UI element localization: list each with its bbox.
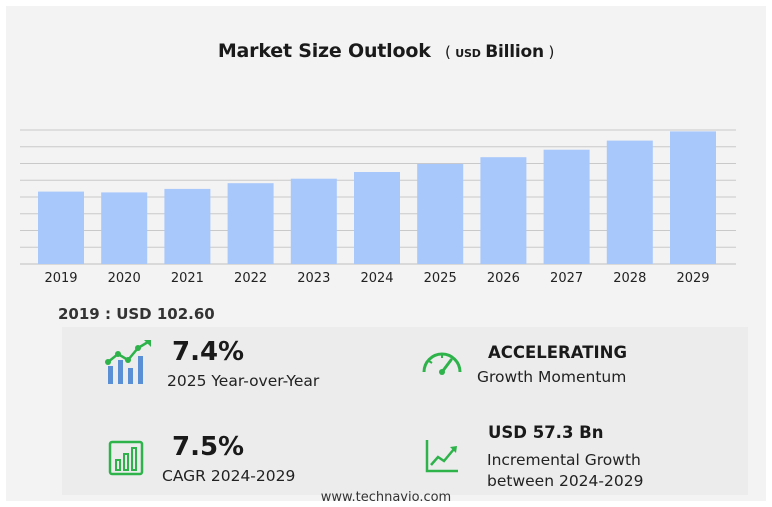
title-unit: ( USD Billion ) [445,42,555,62]
bar-2022 [227,183,274,264]
unit-scale: Billion [485,42,544,62]
bar-2027 [543,149,590,264]
trend-line-icon [425,440,458,473]
speedometer-icon [422,352,462,375]
yoy-value: 7.4% [172,337,245,367]
bar-2023 [290,178,337,264]
incremental-label: Incremental Growth between 2024-2029 [487,450,643,492]
x-tick-label: 2026 [487,271,520,286]
bar-2024 [354,172,400,264]
x-tick-label: 2027 [550,271,583,286]
x-tick-label: 2020 [108,271,141,286]
bar-2021 [164,188,211,264]
x-tick-label: 2024 [360,271,393,286]
bar-chart: 2019 2020 2021 2022 2023 2024 2025 2026 2027 2028… [20,129,736,286]
footer-url: www.technavio.com [320,490,452,505]
x-tick-label: 2023 [297,271,330,286]
kpi-panel [62,327,748,495]
unit-currency: USD [455,47,481,60]
incremental-value: USD 57.3 Bn [488,423,604,442]
incremental-label-line1: Incremental Growth [487,451,641,469]
base-year-label: 2019 : USD 102.60 [58,305,215,323]
momentum-value: ACCELERATING [488,343,627,362]
bar-2029 [670,131,716,264]
bar-2020 [101,192,148,264]
x-tick-label: 2025 [424,271,457,286]
chart-title: Market Size Outlook ( USD Billion ) [0,40,772,62]
cagr-label: CAGR 2024-2029 [162,467,296,485]
x-tick-label: 2028 [613,271,646,286]
yoy-label: 2025 Year-over-Year [167,372,320,390]
bar-2025 [417,163,464,264]
x-tick-label: 2019 [44,271,77,286]
bar-2019 [38,191,84,264]
bar-2028 [606,140,653,264]
growth-chart-icon [105,340,151,384]
bar-2026 [480,157,527,264]
momentum-label: Growth Momentum [477,368,627,386]
x-tick-label: 2029 [676,271,709,286]
bar-chart-icon [108,440,144,476]
cagr-value: 7.5% [172,432,245,462]
incremental-label-line2: between 2024-2029 [487,472,644,490]
x-tick-label: 2021 [171,271,204,286]
x-tick-label: 2022 [234,271,267,286]
title-text: Market Size Outlook [217,40,431,62]
